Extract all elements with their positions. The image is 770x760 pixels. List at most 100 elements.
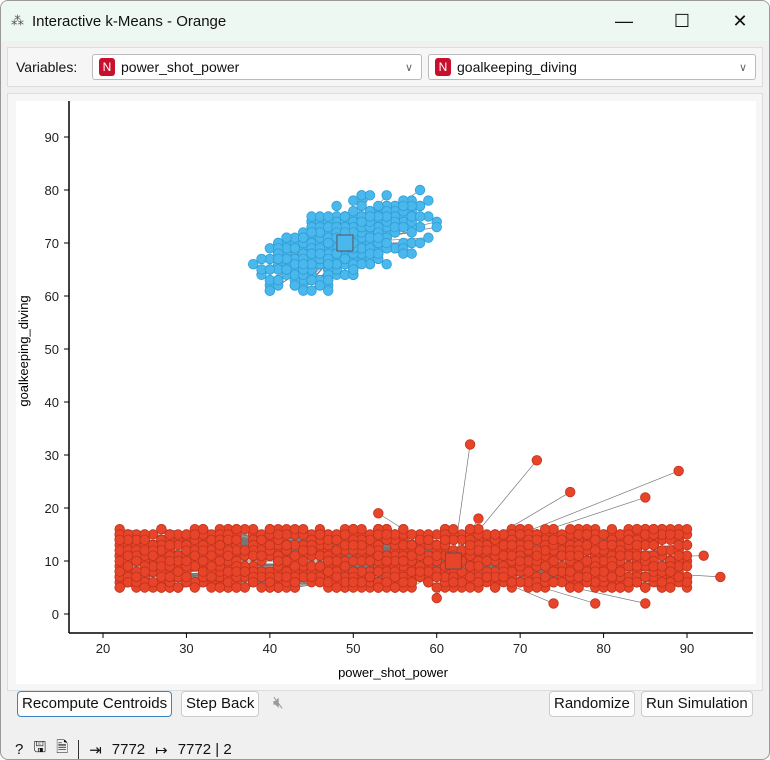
data-point [389,571,401,583]
data-point [640,598,651,609]
data-point [473,513,484,524]
data-point [381,555,392,567]
data-point [539,571,551,583]
randomize-button[interactable]: Randomize [549,691,635,717]
data-point [381,529,392,540]
help-icon[interactable]: ? [15,741,24,758]
data-point [681,524,693,535]
data-point [264,285,276,296]
data-point [323,237,334,249]
input-icon: ⇥ [89,741,102,759]
recompute-centroids-button[interactable]: Recompute Centroids [17,691,173,717]
report-icon[interactable]: 🗎 [56,739,69,756]
data-point [231,534,242,546]
y-variable-select[interactable]: N goalkeeping_diving ∨ [428,54,756,80]
x-axis-label: power_shot_power [338,665,449,680]
sound-muted-icon[interactable]: 🔇︎ [273,693,284,712]
data-point [631,577,643,588]
data-point [281,539,292,551]
data-point [314,248,326,259]
maximize-button[interactable]: ☐ [673,10,691,31]
data-point [373,550,384,561]
data-point [631,561,643,572]
data-point [381,237,392,249]
data-point [514,529,526,540]
data-point [306,285,317,296]
data-point [214,582,226,593]
data-point [489,529,501,540]
data-point [348,195,359,206]
minimize-button[interactable]: — [615,10,633,31]
data-point [373,508,384,519]
data-point [398,555,409,567]
x-tick-label: 80 [596,641,610,656]
data-point [581,539,593,551]
step-back-button[interactable]: Step Back [181,691,260,717]
data-point [339,529,351,540]
data-point [423,195,434,206]
data-point [523,566,534,577]
data-point [298,259,309,270]
data-point [247,259,259,270]
data-point [581,529,593,540]
data-point [339,253,351,265]
data-point [581,555,593,567]
y-tick-label: 80 [45,183,59,198]
data-point [364,211,376,222]
data-point [615,550,626,561]
chevron-down-icon: ∨ [738,61,747,74]
data-point [681,561,693,572]
data-point [331,545,342,556]
data-point [298,545,309,556]
data-point [648,524,659,535]
x-variable-select[interactable]: N power_shot_power ∨ [92,54,422,80]
data-point [581,571,593,583]
data-point [197,555,209,567]
data-point [189,582,200,593]
data-point [573,561,584,572]
data-point [373,582,384,593]
data-point [464,439,476,450]
data-point [473,561,484,572]
data-point [398,200,409,212]
data-point [423,577,434,588]
data-point [164,555,175,567]
data-point [264,577,276,588]
data-point [281,264,292,275]
data-point [298,232,309,243]
data-point [473,577,484,588]
data-point [306,227,317,238]
data-point [206,571,217,583]
data-point [506,550,518,561]
data-point [531,534,543,546]
variables-label: Variables: [16,59,78,75]
data-point [498,571,509,583]
data-point [590,545,601,556]
data-point [189,529,200,540]
close-button[interactable]: ✕ [732,10,748,31]
data-point [339,211,351,222]
data-point [273,253,284,265]
data-point [590,598,601,609]
data-point [514,555,526,567]
data-point [414,184,426,196]
window-title: Interactive k-Means - Orange [32,12,227,30]
data-point [406,539,417,551]
data-point [364,555,376,567]
app-icon: ⁂ [11,13,24,28]
data-point [715,571,726,583]
data-point [189,550,200,561]
data-point [523,539,534,551]
data-point [239,566,251,577]
x-tick-label: 40 [263,641,277,656]
data-point [273,555,284,567]
save-icon[interactable]: 🖫 [33,739,47,756]
y-tick-label: 40 [45,395,59,410]
data-point [673,571,684,583]
y-tick-label: 0 [52,607,59,622]
run-simulation-button[interactable]: Run Simulation [641,691,753,717]
data-point [439,534,451,546]
data-point [381,259,392,270]
